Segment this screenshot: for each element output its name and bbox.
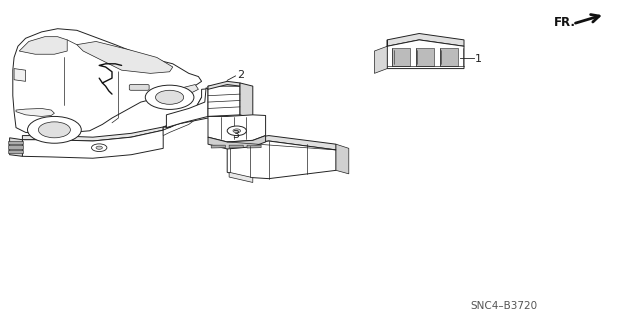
Polygon shape [440, 48, 458, 66]
Polygon shape [22, 130, 163, 158]
Polygon shape [336, 144, 349, 174]
Polygon shape [227, 141, 336, 179]
Text: SNC4–B3720: SNC4–B3720 [470, 300, 538, 311]
FancyBboxPatch shape [129, 85, 149, 90]
Polygon shape [208, 86, 240, 116]
Polygon shape [227, 136, 336, 150]
Polygon shape [247, 145, 261, 148]
Circle shape [28, 116, 81, 143]
Polygon shape [211, 145, 225, 148]
Polygon shape [163, 97, 208, 130]
Polygon shape [208, 81, 240, 89]
Polygon shape [8, 150, 23, 153]
Polygon shape [22, 127, 163, 141]
Polygon shape [374, 40, 387, 73]
Circle shape [96, 146, 102, 149]
Polygon shape [240, 83, 253, 118]
Polygon shape [387, 33, 464, 46]
Text: 2: 2 [237, 70, 244, 80]
Polygon shape [14, 69, 26, 81]
Polygon shape [229, 145, 243, 148]
Text: FR.: FR. [554, 16, 575, 29]
Text: 3: 3 [232, 130, 239, 140]
Polygon shape [160, 85, 198, 99]
Polygon shape [208, 115, 266, 142]
Polygon shape [229, 172, 253, 182]
Polygon shape [8, 141, 23, 144]
Polygon shape [10, 138, 22, 156]
Polygon shape [163, 109, 202, 136]
Polygon shape [387, 40, 464, 69]
Polygon shape [16, 108, 54, 116]
Polygon shape [163, 86, 240, 128]
Polygon shape [19, 37, 67, 54]
Text: 1: 1 [475, 54, 482, 64]
Polygon shape [166, 88, 208, 128]
Circle shape [233, 129, 241, 133]
Circle shape [38, 122, 70, 138]
Circle shape [156, 90, 184, 104]
Circle shape [227, 126, 246, 136]
Polygon shape [13, 29, 202, 134]
Circle shape [92, 144, 107, 152]
Polygon shape [392, 48, 410, 66]
Circle shape [145, 85, 194, 109]
Polygon shape [208, 136, 266, 149]
Polygon shape [77, 41, 173, 73]
Polygon shape [8, 145, 23, 149]
Polygon shape [416, 48, 434, 66]
